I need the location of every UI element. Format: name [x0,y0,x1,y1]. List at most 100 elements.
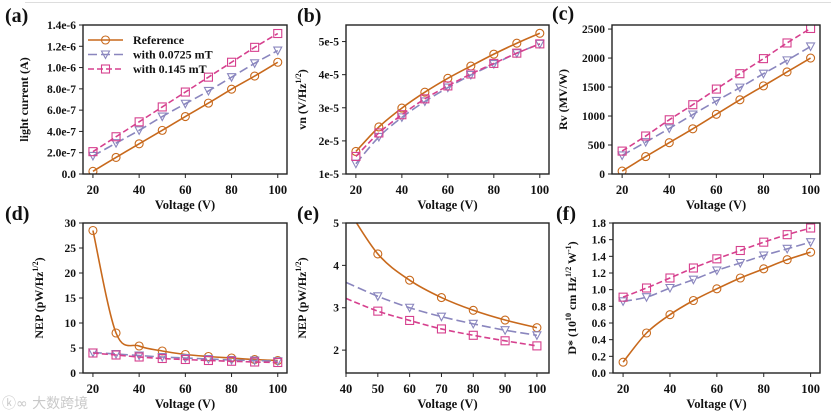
data-point [535,28,545,38]
data-point [227,356,237,366]
data-point [641,293,652,303]
data-point [466,69,476,79]
data-point [420,94,430,104]
data-point [617,151,628,161]
x-tick-label: 100 [268,382,287,396]
y-tick-label: 2.0e-7 [47,148,76,160]
data-point [618,357,628,367]
x-tick-label: 20 [87,183,100,197]
series-with-0-0725-mt [346,281,542,341]
x-axis-label: Voltage (V) [686,198,746,212]
x-tick-label: 80 [757,382,770,396]
data-point [735,258,746,269]
data-point [88,166,98,174]
data-point [664,138,674,148]
data-point [88,147,98,157]
y-tick-label: 5e-5 [319,37,340,49]
data-point [735,95,745,105]
x-tick-label: 20 [616,183,629,197]
series-with-0-145-mt [618,223,816,302]
watermark-text: 大数跨境 [32,396,89,412]
series-with-0-145-mt [346,297,542,351]
data-point [436,293,447,303]
series-reference [618,247,816,367]
y-tick-label: 5 [70,343,76,355]
y-label-superscript: 10 [564,313,573,321]
plot-frame [612,222,821,374]
data-point [711,96,722,107]
y-axis-label: D* (1010 cm Hz1/2 W-1) [564,241,579,354]
data-point [443,81,453,91]
data-point [758,54,769,64]
series-with-0-145-mt [88,348,283,368]
plot-frame [82,24,288,175]
y-label-text: cm Hz [565,276,579,313]
series-line [622,241,811,303]
y-tick-label: 0.0 [592,368,607,380]
series-line [621,27,811,152]
legend-label: with 0.0725 mT [133,48,213,62]
data-point [688,275,699,285]
y-label-superscript: 1/2 [564,267,573,277]
series-line [622,251,811,363]
data-point [227,57,237,67]
x-tick-label: 60 [179,183,192,197]
data-point [468,330,478,340]
y-tick-label: 3 [333,303,339,315]
data-point [180,99,191,109]
y-label-text: ) [32,257,46,261]
data-point [273,28,283,39]
data-point [157,352,168,363]
data-point [203,355,213,366]
legend-label: Reference [133,33,185,47]
series-line [346,281,538,337]
series-with-0-0725-mt [88,46,283,162]
data-point [134,351,145,361]
data-point [374,122,384,132]
y-tick-label: 2 [333,345,339,357]
data-point [111,350,121,360]
x-tick-label: 100 [268,183,287,197]
data-point [735,273,745,283]
data-point [500,336,510,346]
data-point [665,283,675,294]
legend-marker [100,50,111,60]
y-axis-label: vn (V/Hz1/2) [294,69,309,130]
y-tick-label: 25 [65,243,77,255]
data-point [711,266,722,276]
data-point [665,310,675,320]
y-axis-label: NEP (pW/Hz1/2) [294,257,309,338]
data-point [805,238,816,248]
y-tick-label: 0.6 [592,318,607,330]
data-point [88,225,98,236]
y-label-superscript: 1/2 [294,73,303,83]
y-tick-label: 0 [599,169,605,181]
x-tick-label: 60 [710,183,723,197]
series-line [622,227,811,298]
x-tick-label: 100 [801,183,820,197]
data-point [226,355,237,366]
plot-frame [611,24,821,175]
data-point [617,146,627,156]
panel-b: (b) 20 40 60 80 100 1e-5 2e-5 3e-5 4e-5 5e-5 Voltag… [294,5,550,212]
x-axis-label: Voltage (V) [417,198,477,212]
data-point [272,357,283,367]
data-point [806,53,816,63]
data-point [758,69,769,79]
data-point [468,305,478,315]
panel-label: (d) [5,203,29,225]
x-tick-label: 100 [528,382,547,396]
y-tick-label: 0 [70,368,76,380]
y-label-text: ) [295,257,309,261]
series-line [621,45,811,157]
data-point [111,139,121,149]
data-point [134,126,145,136]
data-point [500,315,510,325]
y-label-text: ) [295,69,309,73]
x-axis-label: Voltage (V) [155,397,215,411]
panel-a: (a) 20 40 60 80 100 0.0 2.0e-7 4.0e-7 6.0e-7 8.0e-… [5,5,288,212]
panel-label: (e) [297,203,319,225]
data-point [436,312,447,322]
y-label-text: light current (A) [17,57,31,141]
y-label-text: Rv (MV/W) [556,69,570,130]
